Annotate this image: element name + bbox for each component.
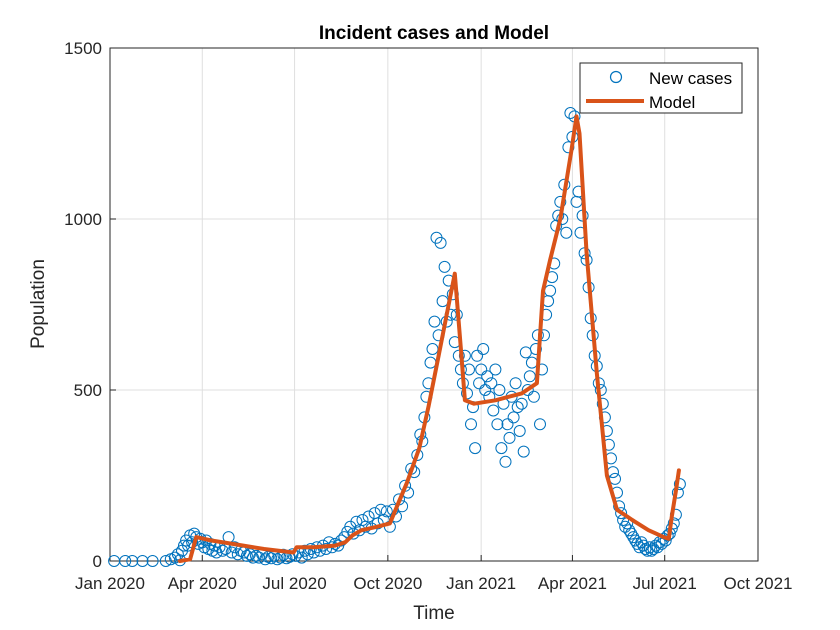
new-cases-point — [651, 541, 664, 554]
new-cases-point — [503, 431, 516, 444]
y-tick-label: 1500 — [64, 39, 102, 58]
model-line — [178, 114, 681, 563]
new-cases-point — [623, 524, 636, 537]
y-axis-label: Population — [28, 259, 49, 349]
new-cases-point — [298, 544, 311, 557]
legend: New cases Model — [579, 62, 743, 114]
new-cases-point — [438, 260, 451, 273]
new-cases-point — [619, 520, 632, 533]
y-tick-label: 500 — [74, 381, 102, 400]
new-cases-point — [615, 507, 628, 520]
x-axis-label: Time — [413, 603, 455, 624]
new-cases-point — [458, 349, 471, 362]
new-cases-point — [253, 551, 266, 564]
new-cases-point — [465, 418, 477, 431]
new-cases-point — [247, 551, 259, 564]
new-cases-point — [521, 384, 534, 396]
data-marks — [108, 107, 686, 567]
new-cases-point — [216, 544, 229, 557]
new-cases-point — [489, 363, 502, 376]
new-cases-point — [491, 418, 504, 431]
x-tick-label: Oct 2020 — [353, 574, 422, 593]
new-cases-point — [428, 315, 441, 328]
y-axis-ticks: 0 500 1000 1500 — [64, 39, 116, 571]
new-cases-point — [452, 349, 465, 362]
legend-model-label: Model — [649, 93, 695, 112]
new-cases-point — [461, 387, 473, 400]
new-cases-point — [481, 370, 494, 383]
y-tick-label: 1000 — [64, 210, 102, 229]
legend-box — [579, 62, 743, 114]
new-cases-point — [529, 343, 542, 355]
x-tick-label: Jan 2020 — [75, 574, 145, 593]
new-cases-point — [511, 401, 524, 414]
new-cases-point — [159, 555, 172, 567]
new-cases-point — [240, 549, 253, 562]
new-cases-point — [515, 397, 528, 410]
new-cases-point — [362, 510, 375, 523]
x-tick-label: Apr 2020 — [168, 574, 237, 593]
legend-new-cases-label: New cases — [649, 69, 732, 88]
new-cases-point — [146, 555, 159, 567]
new-cases-point — [655, 537, 668, 550]
new-cases-point — [596, 397, 609, 410]
new-cases-point — [493, 384, 506, 396]
new-cases-point — [350, 515, 363, 528]
new-cases-point — [485, 377, 498, 390]
legend-new-cases-marker — [609, 70, 623, 84]
new-cases-point — [471, 349, 484, 362]
chart-title: Incident cases and Model — [319, 23, 549, 44]
new-cases-point — [499, 455, 512, 468]
new-cases-point — [667, 517, 680, 530]
new-cases-point — [271, 553, 284, 566]
new-cases-point — [473, 377, 486, 390]
new-cases-point — [178, 539, 190, 552]
new-cases-point — [231, 548, 244, 561]
new-cases-point — [469, 442, 482, 455]
new-cases-point — [265, 552, 278, 565]
new-cases-point — [649, 539, 662, 552]
new-cases-point — [659, 534, 672, 547]
new-cases-point — [560, 226, 573, 239]
new-cases-point — [228, 541, 241, 554]
x-tick-label: Apr 2021 — [538, 574, 607, 593]
new-cases-point — [513, 425, 526, 437]
new-cases-point — [434, 236, 447, 249]
new-cases-point — [356, 514, 369, 526]
new-cases-point — [259, 553, 272, 566]
y-tick-label: 0 — [93, 552, 102, 571]
new-cases-point — [507, 411, 520, 424]
new-cases-point — [477, 343, 490, 355]
new-cases-point — [523, 370, 536, 383]
new-cases-point — [564, 107, 577, 119]
new-cases-point — [527, 390, 540, 403]
x-tick-label: Jul 2021 — [633, 574, 697, 593]
x-tick-label: Jul 2020 — [262, 574, 326, 593]
new-cases-point — [487, 404, 500, 417]
new-cases-point — [625, 527, 638, 540]
new-cases-point — [380, 505, 393, 518]
new-cases-point — [495, 442, 508, 455]
new-cases-point — [534, 418, 546, 431]
new-cases-point — [119, 555, 132, 567]
x-tick-label: Oct 2021 — [724, 574, 793, 593]
new-cases-point — [320, 543, 332, 555]
new-cases-point — [673, 478, 686, 491]
new-cases-point — [475, 363, 488, 376]
new-cases-point — [501, 418, 514, 431]
x-tick-label: Jan 2021 — [446, 574, 516, 593]
x-axis-ticks: Jan 2020 Apr 2020 Jul 2020 Oct 2020 Jan 2021… — [75, 555, 793, 593]
new-cases-point — [126, 555, 139, 567]
new-cases-point — [509, 377, 522, 390]
new-cases-point — [295, 551, 308, 564]
new-cases-point — [517, 445, 530, 458]
new-cases-point — [479, 384, 492, 396]
plot-area-frame — [109, 47, 759, 562]
new-cases-point — [171, 548, 184, 561]
new-cases-point — [136, 555, 149, 567]
